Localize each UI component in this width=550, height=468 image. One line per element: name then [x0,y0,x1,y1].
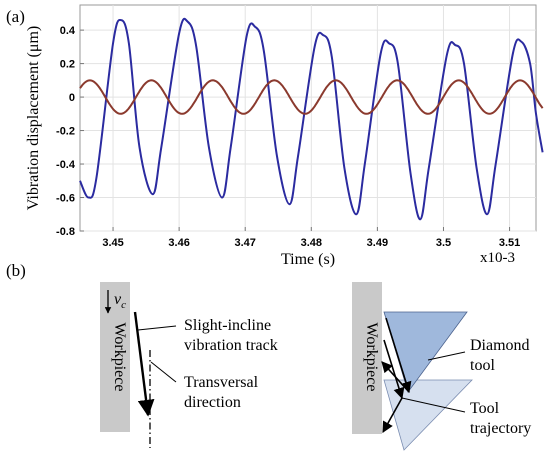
direction-label-line1: Transversal [184,374,259,391]
y-tick-label: -0.8 [56,226,75,238]
y-tick-label: 0 [69,92,75,104]
x-tick-label: 3.46 [168,237,189,249]
grid-lines [80,5,536,232]
right-diagram: Workpiece Diamond tool Tool trajectory [352,282,531,451]
tool-label-leader [427,351,466,361]
y-tick-label: 0.2 [60,59,75,71]
x-tick-label: 3.45 [102,237,123,249]
trajectory-arrow-2 [383,339,405,400]
vibration-track-arrow [133,311,155,417]
trajectory-arrow-1 [385,317,412,394]
workpiece-label-right: Workpiece [363,323,380,392]
trajectory-arrow-3 [381,361,410,393]
tool-ghost-position [383,379,473,451]
track-label-line1: Slight-incline [184,317,271,334]
series-group [79,17,544,221]
y-tick-label: -0.6 [56,193,75,205]
tool-label-line1: Diamond [470,337,530,354]
x-tick-label: 3.49 [367,237,388,249]
plot-frame [79,4,537,232]
series-line-small-vibration [79,79,544,115]
trajectory-label-leader [401,397,466,413]
x-tick-label: 3.48 [301,237,322,249]
trajectory-arrow-4 [382,397,403,433]
series-line-large-vibration [79,17,544,221]
track-label-leader [137,325,177,331]
trajectory-label-line2: trajectory [470,420,531,437]
displacement-chart: 3.45 3.46 3.47 3.48 3.49 3.5 3.51 0.4 0.2 0 -0.2 -… [56,4,544,249]
trajectory-label-line1: Tool [470,400,500,417]
track-label-line2: vibration track [184,337,278,354]
y-ticks: 0.4 0.2 0 -0.2 -0.4 -0.6 -0.8 [56,25,84,238]
direction-label-leader [150,361,177,383]
x-tick-label: 3.51 [499,237,520,249]
panel-b-label: (b) [6,261,26,280]
y-tick-label: -0.4 [56,159,76,171]
left-diagram: Workpiece vc Slight-incline vibration tr… [100,282,278,448]
y-axis-label: Vibration displacement (μm) [25,26,42,210]
velocity-symbol: vc [114,291,126,311]
y-tick-label: 0.4 [60,25,76,37]
x-tick-label: 3.5 [436,237,451,249]
panel-a-label: (a) [6,7,25,26]
workpiece-label-left: Workpiece [111,323,128,392]
y-tick-label: -0.2 [56,126,75,138]
workpiece-block-right [352,282,382,434]
x-ticks: 3.45 3.46 3.47 3.48 3.49 3.5 3.51 [102,227,520,249]
workpiece-block-left [100,282,130,432]
x-tick-label: 3.47 [235,237,256,249]
x-multiplier-label: x10-3 [480,250,515,266]
x-axis-label: Time (s) [281,251,335,268]
tool-label-line2: tool [470,357,495,374]
direction-label-line2: direction [184,394,241,411]
